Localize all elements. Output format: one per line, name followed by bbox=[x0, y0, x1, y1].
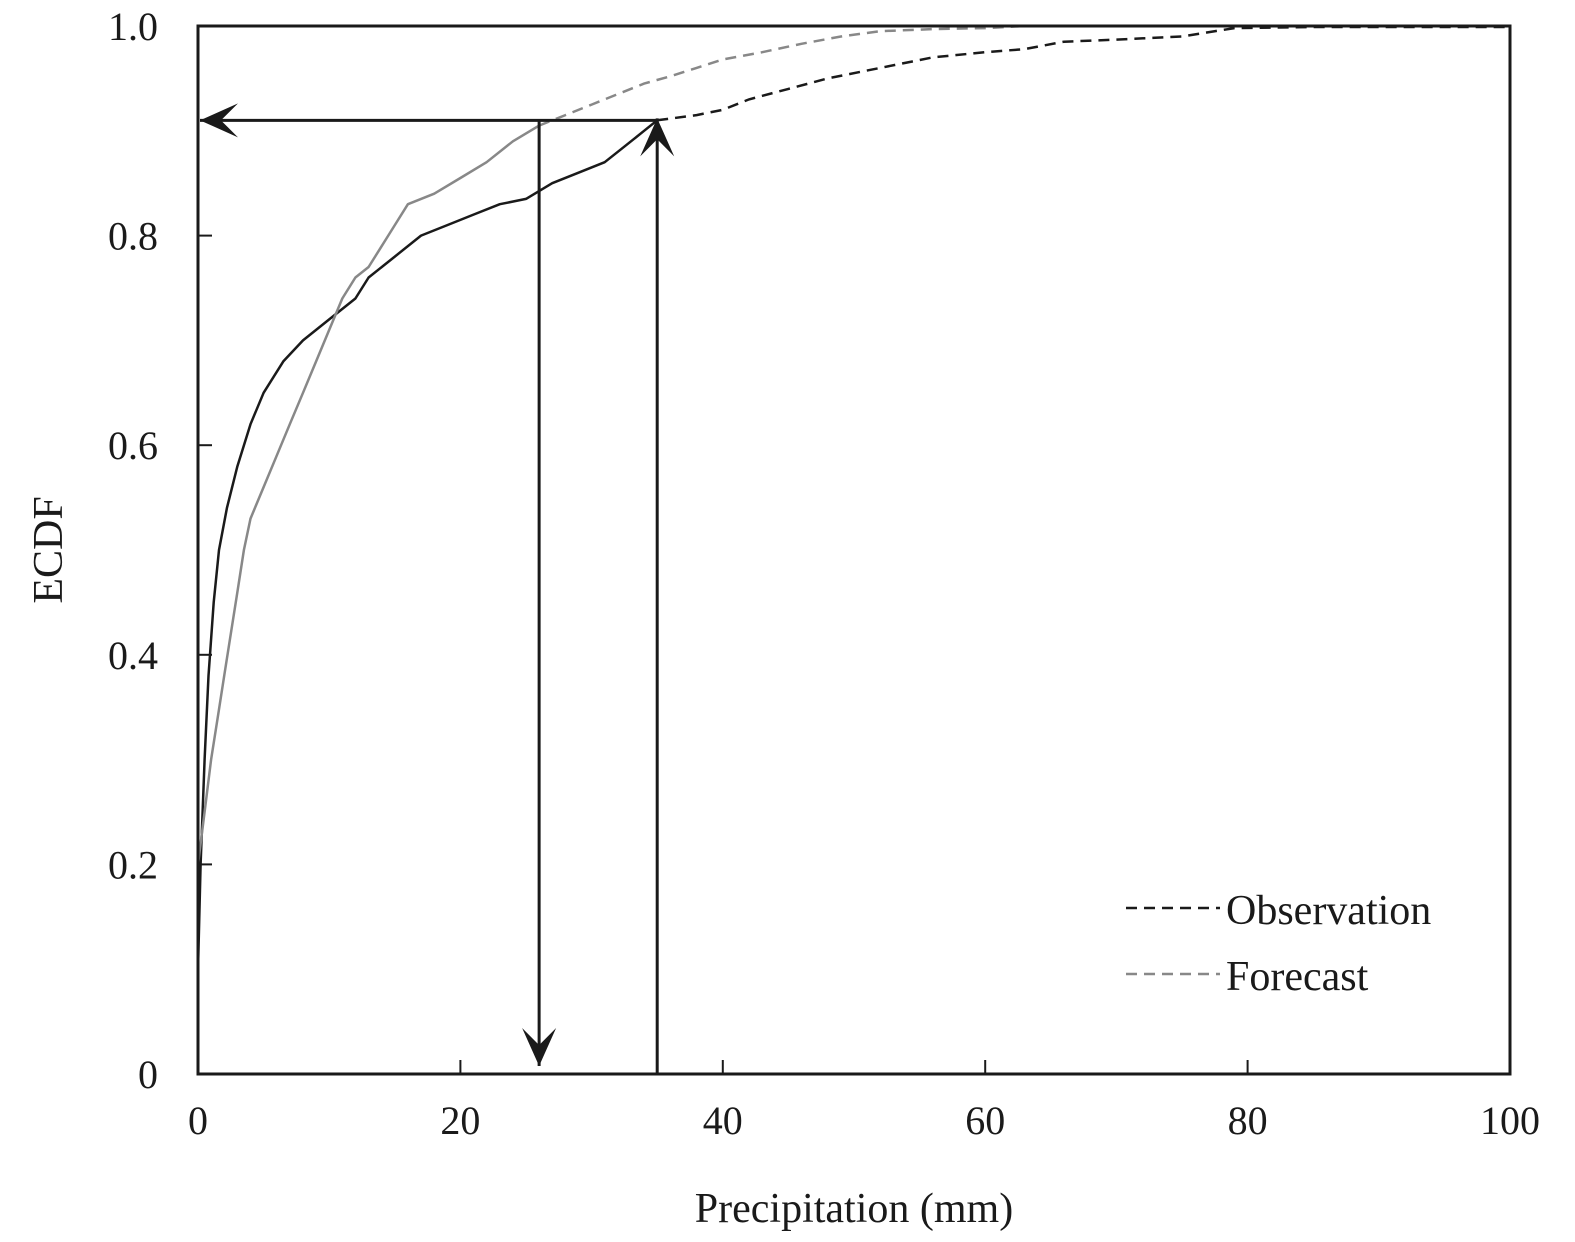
y-axis-title: ECDF bbox=[26, 496, 72, 603]
y-tick-label: 0.6 bbox=[108, 423, 158, 468]
y-tick-label: 0.8 bbox=[108, 214, 158, 259]
observation-line-dashed bbox=[657, 25, 1510, 122]
legend-label-observation: Observation bbox=[1226, 888, 1431, 934]
y-tick-label: 0.2 bbox=[108, 842, 158, 887]
plot-frame bbox=[196, 24, 1512, 1076]
x-tick-label: 40 bbox=[703, 1098, 743, 1143]
y-tick-label: 0.4 bbox=[108, 633, 158, 678]
series-layer bbox=[196, 24, 1510, 970]
forecast-line-solid bbox=[196, 124, 540, 865]
tick-layer: 0 20 40 60 80 100 0 0.2 0.4 0.6 0.8 1.0 bbox=[108, 4, 1540, 1143]
x-tick-label: 60 bbox=[965, 1098, 1005, 1143]
x-tick-label: 0 bbox=[188, 1098, 208, 1143]
x-axis-title: Precipitation (mm) bbox=[695, 1186, 1013, 1232]
x-tick-label: 20 bbox=[440, 1098, 480, 1143]
arrow-up-head bbox=[640, 118, 675, 157]
legend: Observation Forecast bbox=[1126, 888, 1431, 1000]
arrow-down bbox=[522, 120, 557, 1066]
arrow-up bbox=[640, 118, 675, 1074]
observation-line-solid bbox=[196, 119, 658, 970]
annotation-layer bbox=[200, 103, 675, 1074]
x-tick-label: 80 bbox=[1228, 1098, 1268, 1143]
legend-label-forecast: Forecast bbox=[1226, 954, 1369, 1000]
y-tick-label: 1.0 bbox=[108, 4, 158, 49]
forecast-line-dashed bbox=[538, 24, 1025, 127]
arrow-left-head bbox=[200, 103, 238, 138]
x-tick-label: 100 bbox=[1480, 1098, 1540, 1143]
arrow-left bbox=[200, 103, 658, 138]
arrow-down-head bbox=[522, 1028, 557, 1066]
y-tick-label: 0 bbox=[138, 1052, 158, 1097]
